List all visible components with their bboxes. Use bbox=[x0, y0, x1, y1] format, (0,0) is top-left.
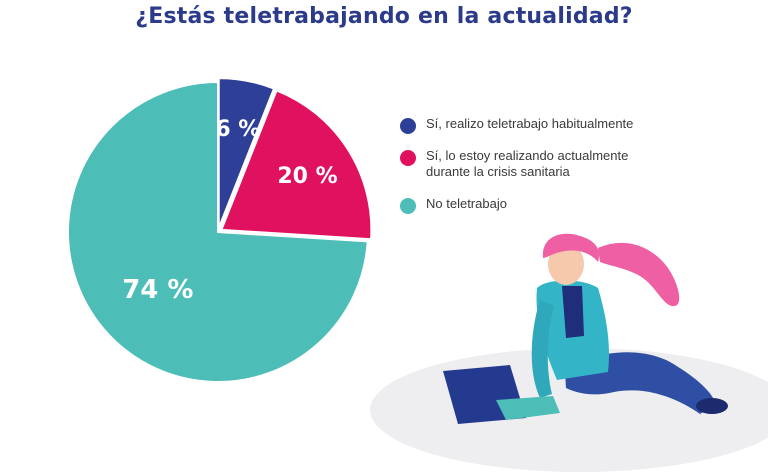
chart-title: ¿Estás teletrabajando en la actualidad? bbox=[135, 4, 633, 29]
legend-item-crisis: Sí, lo estoy realizando actualmente dura… bbox=[400, 148, 650, 180]
legend-label-crisis: Sí, lo estoy realizando actualmente dura… bbox=[426, 148, 629, 179]
shoe bbox=[696, 398, 728, 414]
pie-slice-2 bbox=[67, 80, 369, 383]
pie-label-2: 74 % bbox=[122, 275, 193, 305]
hair-ponytail bbox=[598, 242, 680, 307]
legend: Sí, realizo teletrabajo habitualmente Sí… bbox=[400, 116, 650, 228]
legend-swatch-no-telework bbox=[400, 198, 416, 214]
legend-label-no-telework: No teletrabajo bbox=[426, 196, 507, 211]
pie-slice-1 bbox=[219, 89, 373, 241]
legend-item-no-telework: No teletrabajo bbox=[400, 196, 650, 214]
hair bbox=[542, 233, 600, 262]
arm bbox=[531, 300, 554, 398]
pie-label-0: 6 % bbox=[215, 117, 260, 142]
legend-label-habitual: Sí, realizo teletrabajo habitualmente bbox=[426, 116, 634, 131]
laptop-keyboard bbox=[496, 396, 560, 420]
legend-swatch-habitual bbox=[400, 118, 416, 134]
legend-item-habitual: Sí, realizo teletrabajo habitualmente bbox=[400, 116, 650, 134]
face bbox=[548, 243, 584, 285]
pie-slice-0 bbox=[217, 77, 276, 229]
legend-swatch-crisis bbox=[400, 150, 416, 166]
shirt bbox=[562, 286, 584, 338]
pie-label-1: 20 % bbox=[277, 164, 337, 189]
